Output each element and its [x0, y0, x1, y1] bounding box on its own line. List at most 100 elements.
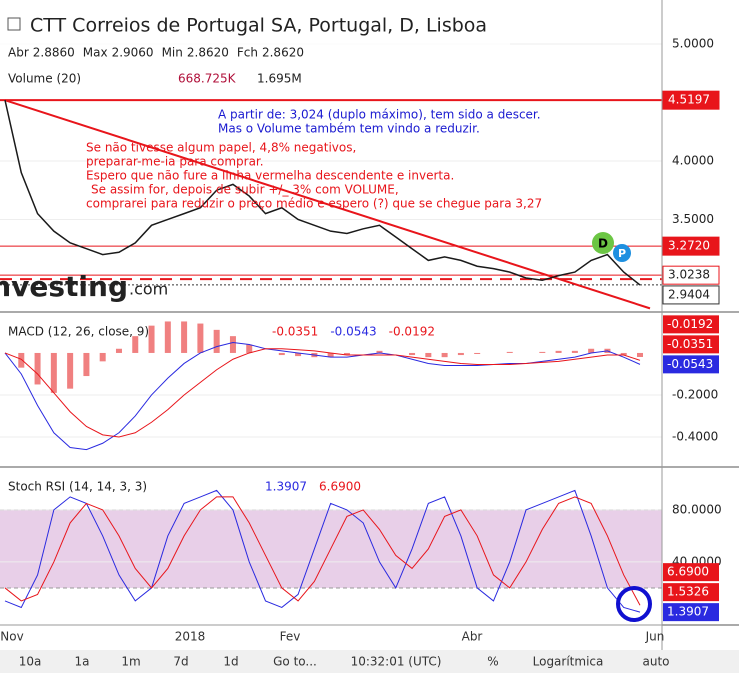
histogram-bar: [343, 352, 350, 356]
price-label: -0.0543: [667, 357, 713, 371]
price-label: 6.6900: [667, 565, 709, 579]
x-tick-label: Jun: [645, 630, 665, 644]
price-label: 1.3907: [667, 605, 709, 619]
note-red: Se assim for, depois de subir +/_ 3% com…: [91, 183, 399, 197]
indicator-line: [4, 348, 641, 438]
toolbar-button[interactable]: 1m: [121, 655, 140, 669]
histogram-bar: [181, 321, 188, 353]
histogram-bar: [246, 344, 253, 353]
x-tick-label: Fev: [280, 630, 301, 644]
indicator-line: [4, 489, 641, 613]
badge-d[interactable]: [592, 232, 614, 254]
histogram-bar: [637, 352, 643, 357]
readout: -0.0351: [272, 325, 318, 339]
note-blue: A partir de: 3,024 (duplo máximo), tem s…: [218, 108, 541, 122]
price-label-box: [663, 563, 719, 582]
ohlc-text: 2.8860: [33, 46, 75, 60]
histogram-bar: [148, 325, 155, 353]
y-tick-label: 4.0000: [672, 153, 714, 167]
note-red: comprarei para reduzir o preço médio e e…: [86, 197, 542, 211]
histogram-bar: [425, 352, 432, 358]
watermark-suffix: .com: [129, 280, 168, 299]
note-red: Se não tivesse algum papel, 4,8% negativ…: [86, 141, 356, 155]
histogram-bar: [457, 352, 464, 356]
toolbar-button[interactable]: 10:32:01 (UTC): [351, 655, 442, 669]
histogram-bar: [539, 351, 546, 353]
volume-value: 1.695M: [257, 72, 302, 86]
indicator-title: MACD (12, 26, close, 9): [8, 325, 149, 339]
price-label: 2.9404: [668, 287, 710, 301]
y-tick-label: -0.4000: [672, 429, 718, 443]
histogram-bar: [99, 352, 106, 362]
price-label-box: [663, 335, 719, 354]
histogram-bar: [409, 352, 416, 356]
badge-d-text: D: [598, 237, 608, 251]
trendline: [4, 99, 651, 310]
toolbar-button[interactable]: %: [487, 655, 498, 669]
readout: 6.6900: [319, 480, 361, 494]
price-label-box: [662, 90, 720, 110]
histogram-bar: [295, 352, 302, 357]
watermark: Investing: [0, 270, 128, 303]
histogram-bar: [474, 352, 481, 355]
histogram-bar: [132, 336, 139, 353]
note-blue: Mas o Volume também tem vindo a reduzir.: [218, 122, 480, 136]
toolbar-button[interactable]: 1a: [75, 655, 90, 669]
histogram-bar: [376, 350, 383, 353]
x-tick-label: 2018: [175, 630, 206, 644]
header-bg: [0, 0, 510, 92]
price-label-box: [663, 355, 719, 374]
ohlc-text: 2.9060: [112, 46, 154, 60]
x-tick-label: Abr: [462, 630, 483, 644]
histogram-bar: [555, 350, 562, 353]
badge-p[interactable]: [613, 244, 631, 262]
toolbar-button[interactable]: 1d: [223, 655, 238, 669]
y-tick-label: -0.2000: [672, 387, 718, 401]
price-label: -0.0192: [667, 317, 713, 331]
highlight-circle: [616, 586, 652, 622]
toolbar-button[interactable]: 7d: [173, 655, 188, 669]
toolbar-button[interactable]: auto: [642, 655, 669, 669]
collapse-icon[interactable]: [7, 17, 21, 31]
price-label: 1.5326: [667, 585, 709, 599]
histogram-bar: [229, 336, 236, 353]
histogram-bar: [67, 352, 74, 389]
note-red: Espero que não fure a linha vermelha des…: [86, 169, 454, 183]
readout: -0.0192: [389, 325, 435, 339]
title: CTT Correios de Portugal SA, Portugal, D…: [30, 15, 487, 37]
ohlc-text: Min: [162, 46, 183, 60]
histogram-bar: [18, 352, 25, 368]
price-label-box: [663, 583, 719, 602]
histogram-bar: [571, 350, 578, 353]
ohlc-text: 2.8620: [187, 46, 229, 60]
histogram-bar: [506, 351, 513, 353]
price-label-box: [662, 285, 720, 305]
readout: -0.0543: [330, 325, 376, 339]
toolbar-button[interactable]: Logarítmica: [533, 655, 604, 669]
histogram-bar: [441, 352, 448, 358]
histogram-bar: [213, 329, 220, 353]
volume-label: Volume (20): [8, 72, 81, 86]
y-tick-label: 80.0000: [672, 502, 722, 516]
badge-p-text: P: [618, 247, 626, 260]
price-line-series: [4, 99, 641, 286]
histogram-bar: [164, 321, 171, 353]
ohlc-text: 2.8620: [262, 46, 304, 60]
note-red: preparar-me-ia para comprar.: [86, 155, 264, 169]
price-label-box: [663, 603, 719, 622]
x-tick-label: Nov: [0, 630, 23, 644]
histogram-bar: [83, 352, 90, 377]
toolbar-button[interactable]: 10a: [19, 655, 42, 669]
ohlc-text: Abr: [8, 46, 29, 60]
volume-value: 668.725K: [178, 72, 237, 86]
price-label-box: [662, 265, 720, 285]
histogram-bar: [588, 348, 595, 353]
readout: 1.3907: [265, 480, 307, 494]
histogram-bar: [197, 323, 204, 353]
price-label: -0.0351: [667, 337, 713, 351]
y-tick-label: 3.5000: [672, 212, 714, 226]
price-label-box: [663, 315, 719, 334]
indicator-title: Stoch RSI (14, 14, 3, 3): [8, 480, 147, 494]
toolbar-button[interactable]: Go to...: [273, 655, 317, 669]
